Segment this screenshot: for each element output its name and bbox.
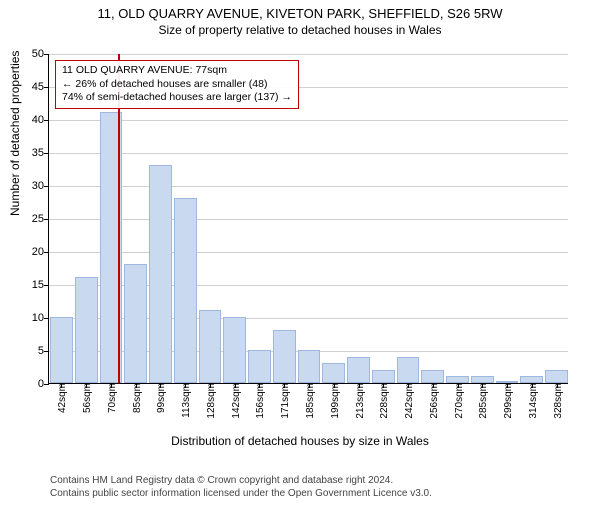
gridline: [49, 252, 568, 253]
footer-line2: Contains public sector information licen…: [50, 488, 432, 501]
ytick-label: 10: [32, 312, 49, 324]
annotation-line3: 74% of semi-detached houses are larger (…: [62, 91, 292, 105]
xtick-label: 113sqm: [178, 383, 192, 418]
xtick-label: 213sqm: [352, 383, 366, 419]
xtick-label: 128sqm: [203, 383, 217, 419]
bar: [322, 363, 345, 383]
xtick-label: 285sqm: [475, 383, 489, 419]
gridline: [49, 54, 568, 55]
ytick-label: 15: [32, 279, 49, 291]
gridline: [49, 120, 568, 121]
xtick-label: 242sqm: [401, 383, 415, 419]
gridline: [49, 153, 568, 154]
xtick-label: 199sqm: [327, 383, 341, 419]
xtick-label: 99sqm: [153, 383, 167, 413]
ytick-label: 30: [32, 180, 49, 192]
xtick-label: 228sqm: [376, 383, 390, 419]
ytick-label: 45: [32, 81, 49, 93]
gridline: [49, 186, 568, 187]
ytick-label: 35: [32, 147, 49, 159]
gridline: [49, 219, 568, 220]
xtick-label: 299sqm: [500, 383, 514, 419]
bar: [273, 330, 296, 383]
bar: [124, 264, 147, 383]
annotation-line1: 11 OLD QUARRY AVENUE: 77sqm: [62, 64, 292, 78]
bar: [50, 317, 73, 383]
bar: [174, 198, 197, 383]
bar: [149, 165, 172, 383]
chart-title-main: 11, OLD QUARRY AVENUE, KIVETON PARK, SHE…: [0, 6, 600, 21]
xtick-label: 85sqm: [129, 383, 143, 413]
bar: [248, 350, 271, 383]
ytick-label: 0: [38, 378, 49, 390]
xtick-label: 171sqm: [277, 383, 291, 419]
chart-title-sub: Size of property relative to detached ho…: [0, 23, 600, 37]
bar: [421, 370, 444, 383]
xtick-label: 142sqm: [228, 383, 242, 419]
ytick-label: 25: [32, 213, 49, 225]
ytick-label: 20: [32, 246, 49, 258]
bar: [545, 370, 568, 383]
ytick-label: 50: [32, 48, 49, 60]
bar: [397, 357, 420, 383]
y-axis-label: Number of detached properties: [8, 51, 22, 216]
ytick-label: 5: [38, 345, 49, 357]
xtick-label: 270sqm: [451, 383, 465, 419]
xtick-label: 56sqm: [79, 383, 93, 413]
bar: [223, 317, 246, 383]
xtick-label: 314sqm: [525, 383, 539, 419]
bar: [298, 350, 321, 383]
bar: [347, 357, 370, 383]
bar: [446, 376, 469, 383]
xtick-label: 185sqm: [302, 383, 316, 419]
bar: [520, 376, 543, 383]
ytick-label: 40: [32, 114, 49, 126]
chart-plot-area: 0510152025303540455042sqm56sqm70sqm85sqm…: [48, 54, 568, 384]
annotation-line2: ← 26% of detached houses are smaller (48…: [62, 78, 292, 92]
xtick-label: 328sqm: [550, 383, 564, 419]
xtick-label: 42sqm: [54, 383, 68, 413]
bar: [199, 310, 222, 383]
xtick-label: 70sqm: [104, 383, 118, 413]
footer-line1: Contains HM Land Registry data © Crown c…: [50, 475, 432, 488]
bar: [75, 277, 98, 383]
annotation-box: 11 OLD QUARRY AVENUE: 77sqm ← 26% of det…: [55, 60, 299, 109]
xtick-label: 156sqm: [252, 383, 266, 419]
footer-attribution: Contains HM Land Registry data © Crown c…: [50, 475, 432, 500]
x-axis-label: Distribution of detached houses by size …: [0, 434, 600, 448]
xtick-label: 256sqm: [426, 383, 440, 419]
bar: [372, 370, 395, 383]
bar: [471, 376, 494, 383]
